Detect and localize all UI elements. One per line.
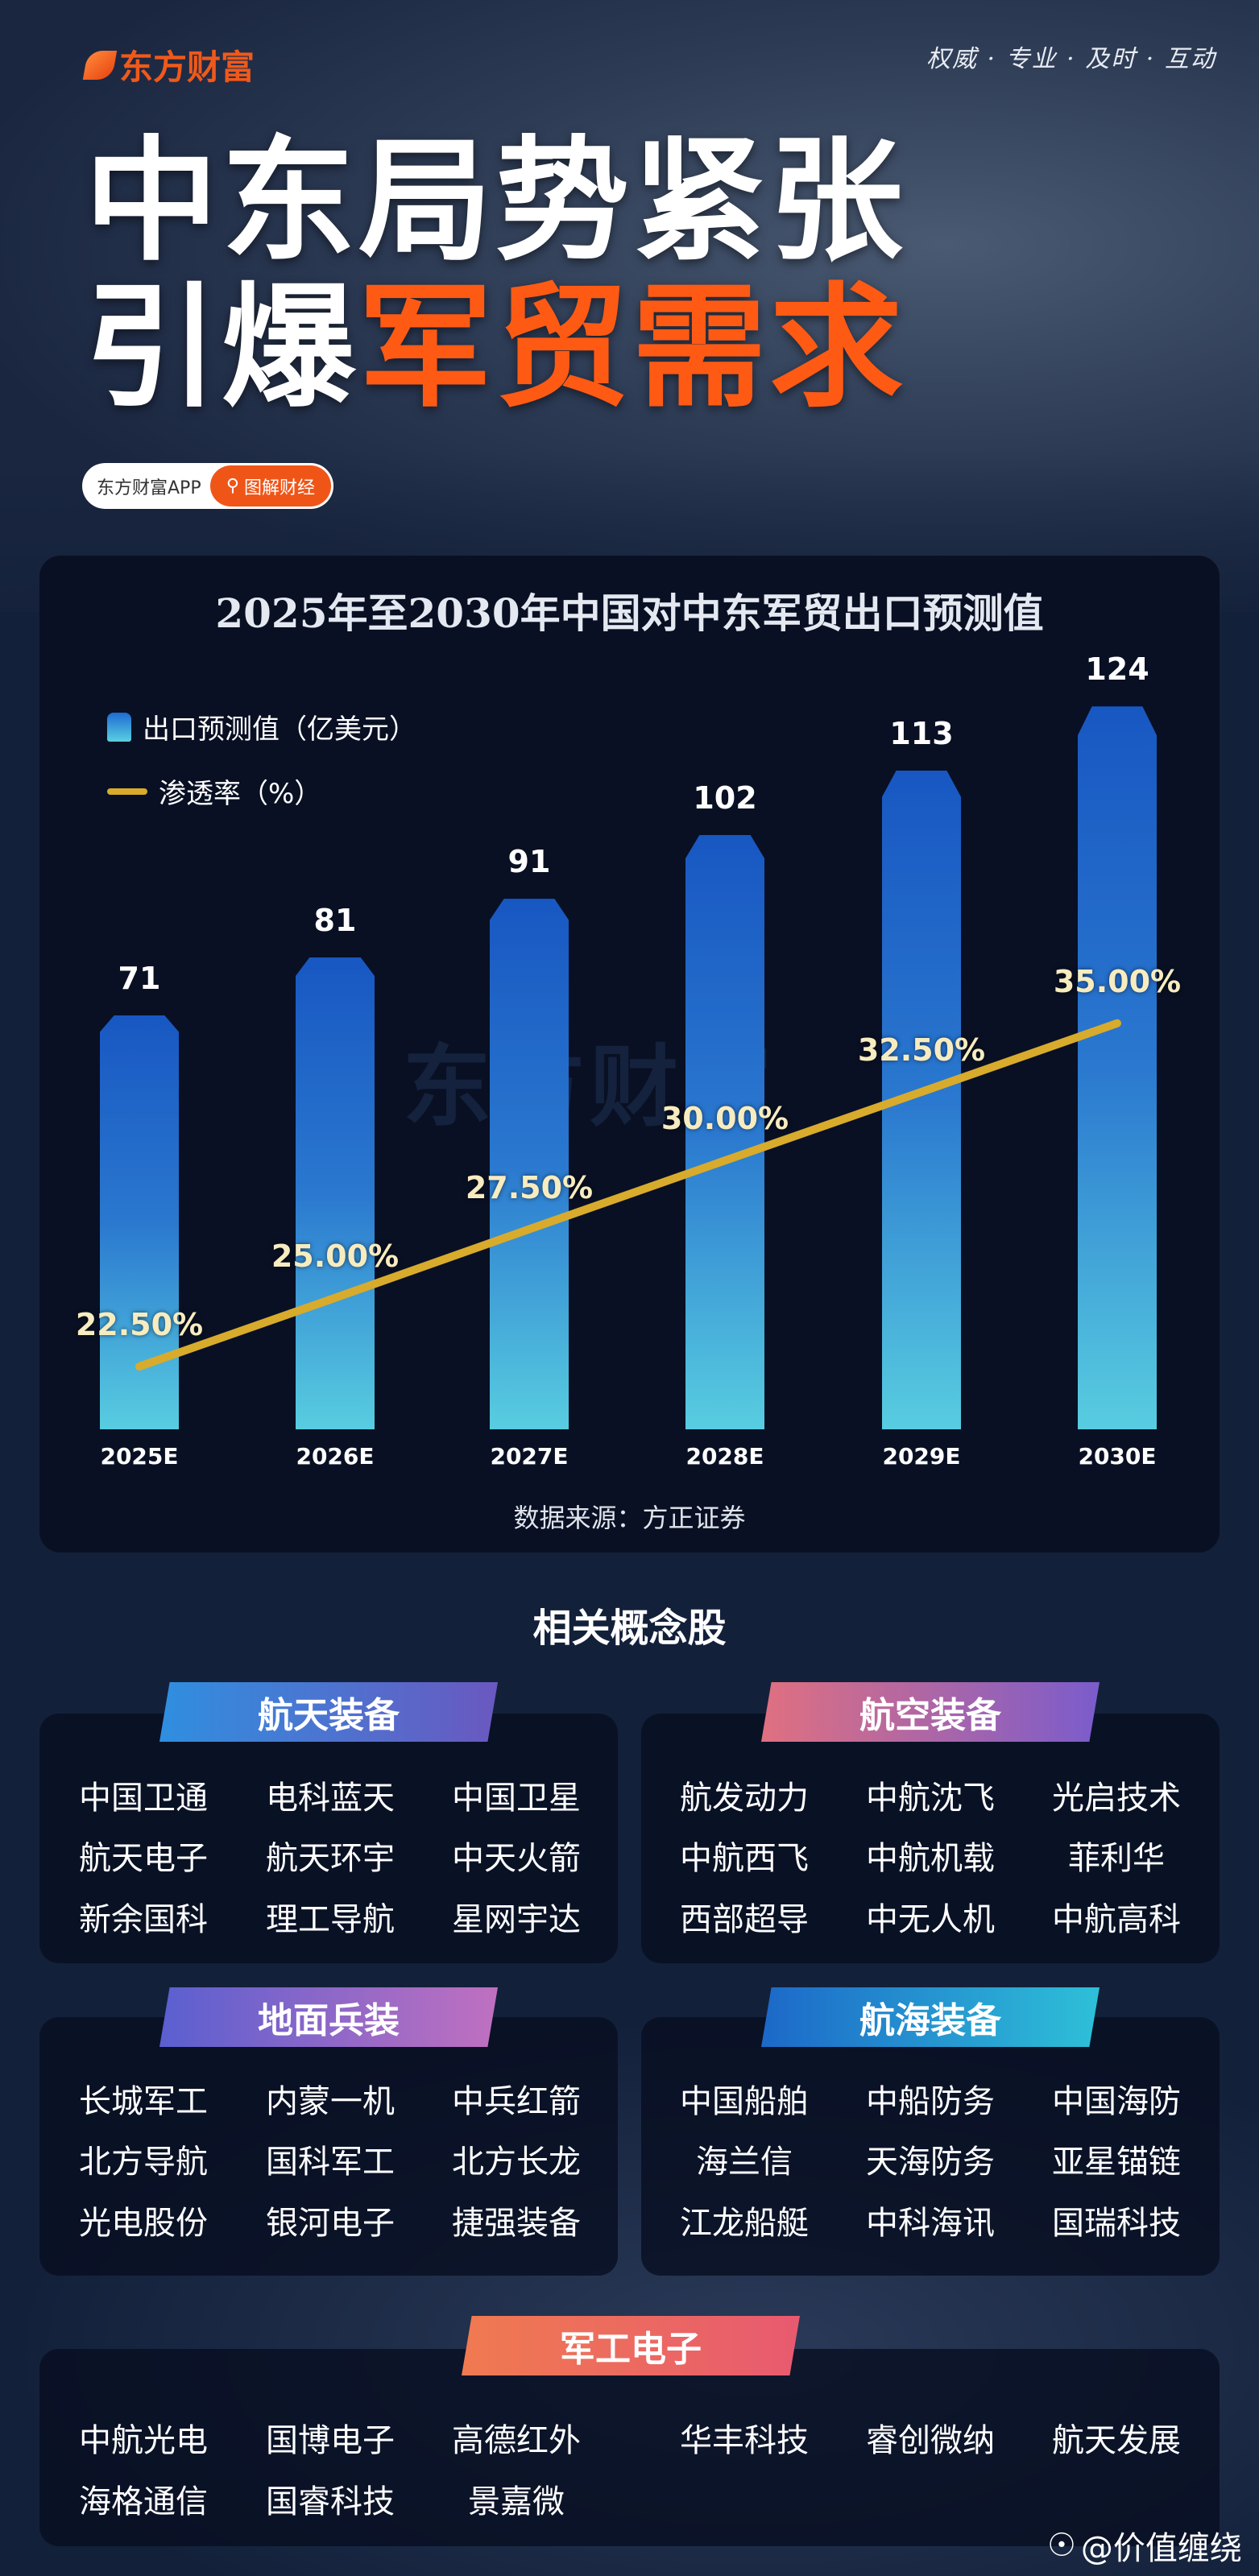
concept-group-header: 航天装备 [159,1682,498,1742]
stock-item[interactable]: 华丰科技 [680,2422,809,2459]
slogan: 权威 · 专业 · 及时 · 互动 [926,45,1216,73]
legend-bar: 出口预测值（亿美元） [107,707,416,746]
stock-item[interactable]: 亚星锚链 [1052,2144,1181,2181]
chart-title: 2025年至2030年中国对中东军贸出口预测值 [215,589,1044,637]
stock-item[interactable]: 中航沈飞 [866,1780,995,1817]
concept-group-header: 航海装备 [761,1987,1100,2047]
stock-item[interactable]: 光电股份 [79,2205,208,2242]
stock-item[interactable]: 西部超导 [680,1901,809,1938]
stock-item[interactable]: 捷强装备 [452,2205,581,2242]
search-button[interactable]: ⚲ 图解财经 [210,465,331,507]
logo-flame-icon [82,50,118,80]
legend-bar-label: 出口预测值（亿美元） [143,713,416,746]
legend-line-swatch [107,788,147,795]
weibo-handle: @价值缠绕 [1080,2530,1242,2567]
weibo-watermark: ☉ @价值缠绕 [1047,2522,1242,2569]
headline-white: 引爆 [85,271,358,426]
stock-item[interactable]: 国博电子 [266,2422,395,2459]
stock-item[interactable]: 理工导航 [266,1901,395,1938]
concept-group-header: 军工电子 [462,2316,800,2375]
stock-item[interactable]: 中兵红箭 [452,2083,581,2120]
stock-item[interactable]: 星网宇达 [452,1901,581,1938]
stock-item[interactable]: 新余国科 [79,1901,208,1938]
concept-group-box [641,2017,1220,2276]
stock-item[interactable]: 海兰信 [696,2144,793,2181]
stock-item[interactable]: 中船防务 [866,2083,995,2120]
stock-item[interactable]: 航天电子 [79,1840,208,1877]
stock-item[interactable]: 中航西飞 [680,1840,809,1877]
concepts-title: 相关概念股 [532,1606,727,1651]
concept-group-header: 地面兵装 [159,1987,498,2047]
stock-item[interactable]: 内蒙一机 [266,2083,395,2120]
stock-item[interactable]: 中航光电 [79,2422,208,2459]
stock-item[interactable]: 北方导航 [79,2144,208,2181]
stock-item[interactable]: 中国卫星 [452,1780,581,1817]
stock-item[interactable]: 中国海防 [1052,2083,1181,2120]
stock-item[interactable]: 高德红外 [452,2422,581,2459]
stock-item[interactable]: 睿创微纳 [866,2422,995,2459]
stock-item[interactable]: 航天环宇 [266,1840,395,1877]
stock-item[interactable]: 国睿科技 [266,2483,395,2520]
legend-line-label: 渗透率（%） [159,778,322,810]
stock-item[interactable]: 中科海讯 [866,2205,995,2242]
headline-line2: 引爆军贸需求 [85,282,906,416]
weibo-icon: ☉ [1047,2527,1076,2564]
stock-item[interactable]: 中国船舶 [680,2083,809,2120]
stock-item[interactable]: 国瑞科技 [1052,2205,1181,2242]
legend-bar-swatch [107,712,131,742]
stock-item[interactable]: 北方长龙 [452,2144,581,2181]
eastmoney-logo: 东方财富 [82,40,255,89]
search-label: 图解财经 [244,478,316,498]
stock-item[interactable]: 景嘉微 [468,2483,565,2520]
concept-group-box [39,2017,618,2276]
stock-item[interactable]: 电科蓝天 [266,1780,395,1817]
concept-group-box [39,1714,618,1963]
stock-item[interactable]: 中无人机 [866,1901,995,1938]
stock-item[interactable]: 中国卫通 [79,1780,208,1817]
stock-item[interactable]: 航发动力 [680,1780,809,1817]
stock-item[interactable]: 海格通信 [79,2483,208,2520]
stock-item[interactable]: 国科军工 [266,2144,395,2181]
stock-item[interactable]: 中航高科 [1052,1901,1181,1938]
concept-group-header: 航空装备 [761,1682,1100,1742]
search-icon: ⚲ [226,476,240,496]
logo-text: 东方财富 [119,48,255,87]
concept-group-box [641,1714,1220,1963]
app-name: 东方财富APP [97,478,201,498]
concept-group-box [39,2349,1220,2546]
stock-item[interactable]: 菲利华 [1068,1840,1165,1877]
app-search-pill[interactable]: 东方财富APP ⚲ 图解财经 [82,463,333,509]
stock-item[interactable]: 天海防务 [866,2144,995,2181]
stock-item[interactable]: 中天火箭 [452,1840,581,1877]
stock-item[interactable]: 中航机载 [866,1840,995,1877]
watermark: 东方财富 [403,1036,777,1139]
data-source: 数据来源：方正证券 [513,1503,746,1533]
stock-item[interactable]: 银河电子 [266,2205,395,2242]
stock-item[interactable]: 航天发展 [1052,2422,1181,2459]
stock-item[interactable]: 长城军工 [79,2083,208,2120]
stock-item[interactable]: 江龙船艇 [680,2205,809,2242]
headline-orange: 军贸需求 [358,271,906,426]
legend-line: 渗透率（%） [107,771,321,811]
stock-item[interactable]: 光启技术 [1052,1780,1181,1817]
headline-line1: 中东局势紧张 [85,124,906,279]
